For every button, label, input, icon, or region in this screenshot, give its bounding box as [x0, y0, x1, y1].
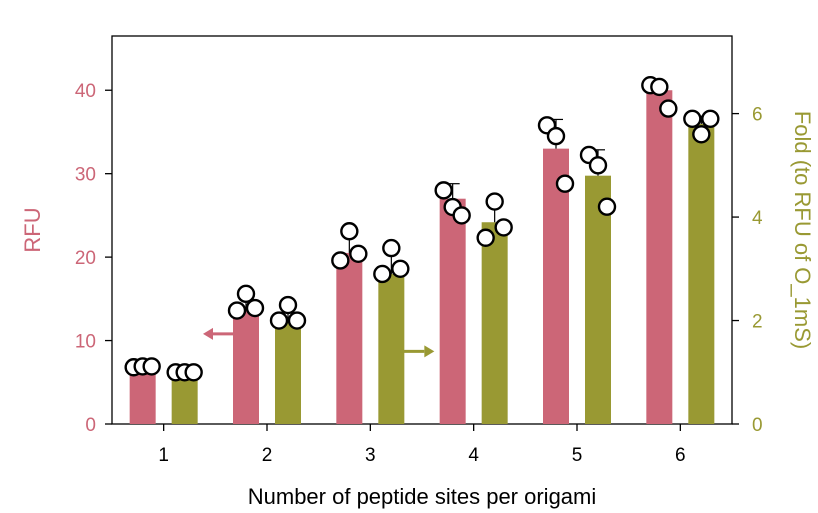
x-tick-label: 1 — [158, 445, 169, 466]
left-tick-label: 40 — [75, 81, 96, 102]
x-tick-label: 3 — [365, 445, 376, 466]
axis-arrow-head — [203, 327, 213, 340]
bars-layer — [129, 90, 715, 425]
bar — [585, 175, 611, 424]
left-axis-title: RFU — [20, 207, 45, 252]
bar — [233, 308, 259, 424]
data-point — [650, 77, 669, 97]
data-point — [245, 298, 265, 318]
data-point — [659, 99, 678, 118]
axis-arrow-head — [424, 345, 435, 358]
data-point — [227, 301, 247, 320]
bar — [439, 198, 466, 424]
right-tick-label: 6 — [752, 105, 763, 126]
right-tick-label: 0 — [752, 415, 763, 436]
right-tick-label: 2 — [752, 312, 763, 333]
data-point — [476, 228, 495, 247]
x-axis-title: Number of peptide sites per origami — [248, 484, 597, 509]
data-point — [287, 311, 307, 330]
data-point — [597, 197, 617, 216]
data-point — [391, 259, 410, 278]
data-point — [278, 295, 298, 315]
data-point — [142, 357, 161, 376]
data-point — [555, 174, 575, 193]
ticks-layer: 0 10 20 30 40 0 2 4 6 1 2 3 4 5 6 — [75, 81, 763, 466]
points-layer — [124, 76, 720, 382]
bar — [129, 367, 156, 424]
bar — [543, 148, 569, 425]
bar — [378, 273, 405, 424]
data-point — [269, 311, 289, 330]
data-point — [452, 206, 471, 225]
left-tick-label: 20 — [75, 248, 96, 269]
data-point — [692, 125, 711, 144]
bar — [646, 90, 673, 424]
plot-frame — [111, 35, 733, 425]
data-point — [184, 363, 203, 382]
data-point — [494, 218, 513, 237]
data-point — [382, 238, 401, 258]
bar — [275, 320, 301, 424]
bar — [481, 222, 508, 424]
x-tick-label: 6 — [675, 445, 686, 466]
left-tick-label: 10 — [75, 332, 96, 353]
data-point — [683, 109, 702, 128]
right-tick-label: 4 — [752, 208, 763, 229]
data-point — [349, 244, 368, 263]
right-axis-title: Fold (to RFU of O_1mS) — [790, 111, 815, 349]
data-point — [588, 156, 608, 175]
arrows-layer — [203, 327, 435, 358]
left-tick-label: 0 — [85, 415, 96, 436]
x-tick-label: 5 — [572, 445, 583, 466]
x-tick-label: 2 — [262, 445, 273, 466]
data-point — [331, 251, 350, 270]
data-point — [701, 109, 720, 128]
data-point — [485, 192, 504, 211]
bar — [336, 252, 363, 424]
data-point — [434, 181, 453, 200]
data-point — [373, 264, 392, 284]
data-point — [546, 126, 566, 146]
data-point — [340, 222, 359, 241]
x-tick-label: 4 — [468, 445, 479, 466]
left-tick-label: 30 — [75, 165, 96, 186]
bar — [688, 123, 715, 425]
data-point — [236, 284, 256, 304]
plot-border — [111, 35, 733, 425]
